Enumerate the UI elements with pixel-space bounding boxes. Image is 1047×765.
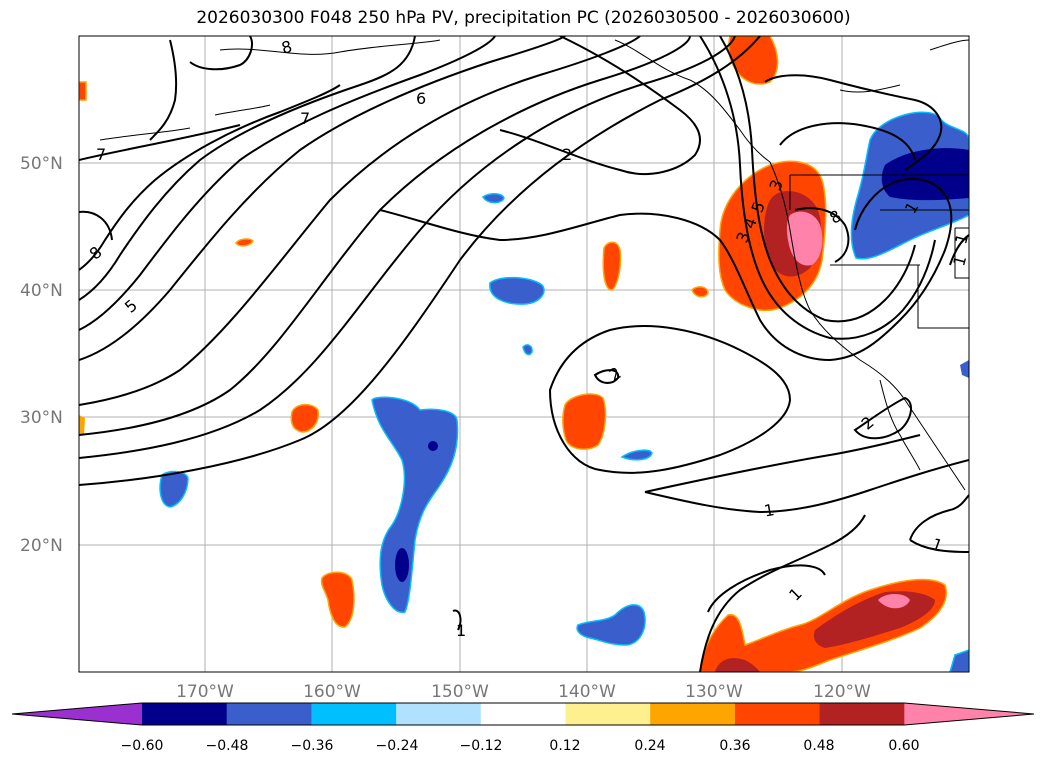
contour-label: 7 [96,145,106,164]
negative-precip-areas [159,111,969,672]
contour-label: 7 [300,109,310,128]
colorbar-segment [142,703,228,725]
colorbar-ticks: −0.60 −0.48 −0.36 −0.24 −0.12 0.12 0.24 … [121,738,920,754]
colorbar-tick-label: −0.24 [376,738,419,754]
lat-label: 30°N [20,408,63,428]
contour-label: 8 [279,37,294,58]
colorbar-segment [734,703,821,725]
lat-label: 40°N [20,281,63,301]
colorbar [11,702,1035,726]
contour-label: 2 [562,145,572,164]
colorbar-segment [226,703,312,725]
map-frame [78,35,970,673]
colorbar-segment [819,703,905,725]
colorbar-segment [565,703,651,725]
contour-label: 1 [949,253,970,268]
lon-label: 120°W [813,682,871,702]
colorbar-outline [11,702,1035,726]
colorbar-tick-label: 0.60 [888,738,919,754]
lon-label: 150°W [431,682,489,702]
contour-label: 1 [456,621,466,640]
colorbar-tick-label: −0.60 [121,738,164,754]
pv-contours [79,36,969,672]
colorbar-tick-label: −0.36 [291,738,334,754]
contour-label: 1 [951,231,972,246]
colorbar-tick-label: −0.12 [460,738,503,754]
colorbar-segment [396,703,482,725]
latitude-labels: 50°N 40°N 30°N 20°N [20,154,63,556]
colorbar-extend-high [904,703,1034,725]
colorbar-tick-label: −0.48 [206,738,249,754]
lon-label: 140°W [558,682,616,702]
gridlines [79,36,969,672]
lon-label: 160°W [303,682,361,702]
colorbar-tick-label: 0.48 [803,738,834,754]
lat-label: 20°N [20,536,63,556]
colorbar-tick-label: 0.12 [549,738,580,754]
contour-labels: 8 6 7 7 2 8 5 3 5 4 3 8 2 1 2 1 1 1 1 1 … [86,37,972,640]
colorbar-segment [480,703,566,725]
colorbar-segment [650,703,736,725]
colorbar-extend-low [12,703,142,725]
map-title: 2026030300 F048 250 hPa PV, precipitatio… [196,8,851,28]
longitude-labels: 170°W 160°W 150°W 140°W 130°W 120°W [176,682,871,702]
positive-precip-areas [79,36,947,672]
colorbar-tick-label: 0.36 [719,738,750,754]
lon-label: 170°W [176,682,234,702]
lat-label: 50°N [20,154,63,174]
colorbar-segment [311,703,397,725]
lon-label: 130°W [685,682,743,702]
colorbar-tick-label: 0.24 [634,738,665,754]
contour-label: 1 [762,500,775,520]
contour-label: 6 [416,89,426,108]
